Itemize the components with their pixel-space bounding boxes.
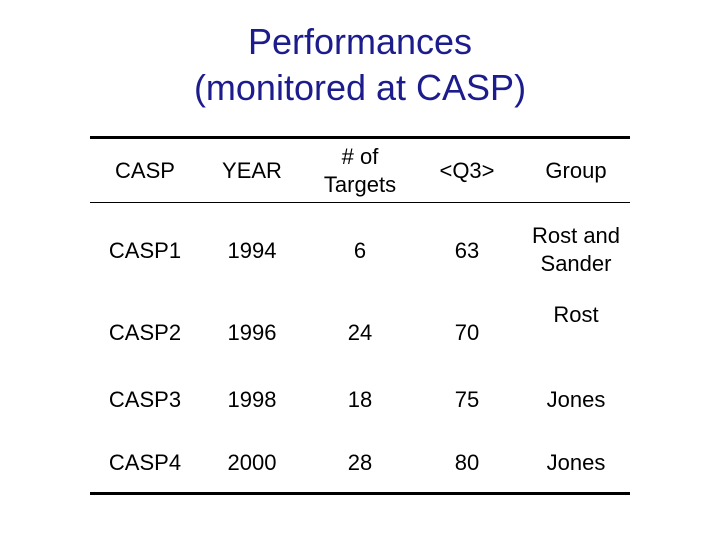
table-cell: Jones xyxy=(546,387,606,412)
table-cell: 24 xyxy=(347,320,373,345)
header-cell: CASP xyxy=(115,158,175,183)
table-cell: CASP3 xyxy=(108,387,182,412)
top-rule xyxy=(90,136,630,139)
table-cell: 2000 xyxy=(227,450,277,475)
table-cell: 80 xyxy=(454,450,480,475)
header-cell: # of Targets xyxy=(323,144,397,197)
table-cell: 63 xyxy=(454,238,480,263)
table-cell: Jones xyxy=(546,450,606,475)
table-cell: 1996 xyxy=(227,320,277,345)
header-cell: Group xyxy=(545,158,607,183)
table-cell: CASP4 xyxy=(108,450,182,475)
table-cell: 1998 xyxy=(227,387,277,412)
title-line: (monitored at CASP) xyxy=(193,67,527,108)
title-line: Performances xyxy=(247,21,473,62)
table-cell: 1994 xyxy=(227,238,277,263)
table-cell: 75 xyxy=(454,387,480,412)
bottom-rule xyxy=(90,492,630,495)
header-cell: <Q3> xyxy=(439,158,495,183)
table-cell: CASP2 xyxy=(108,320,182,345)
header-rule xyxy=(90,202,630,203)
table-cell: CASP1 xyxy=(108,238,182,263)
table-cell: Rost xyxy=(553,302,599,327)
header-cell: YEAR xyxy=(222,158,282,183)
table-cell: 70 xyxy=(454,320,480,345)
table-cell: Rost and Sander xyxy=(531,223,621,276)
table-cell: 28 xyxy=(347,450,373,475)
table-cell: 18 xyxy=(347,387,373,412)
table-cell: 6 xyxy=(353,238,367,263)
